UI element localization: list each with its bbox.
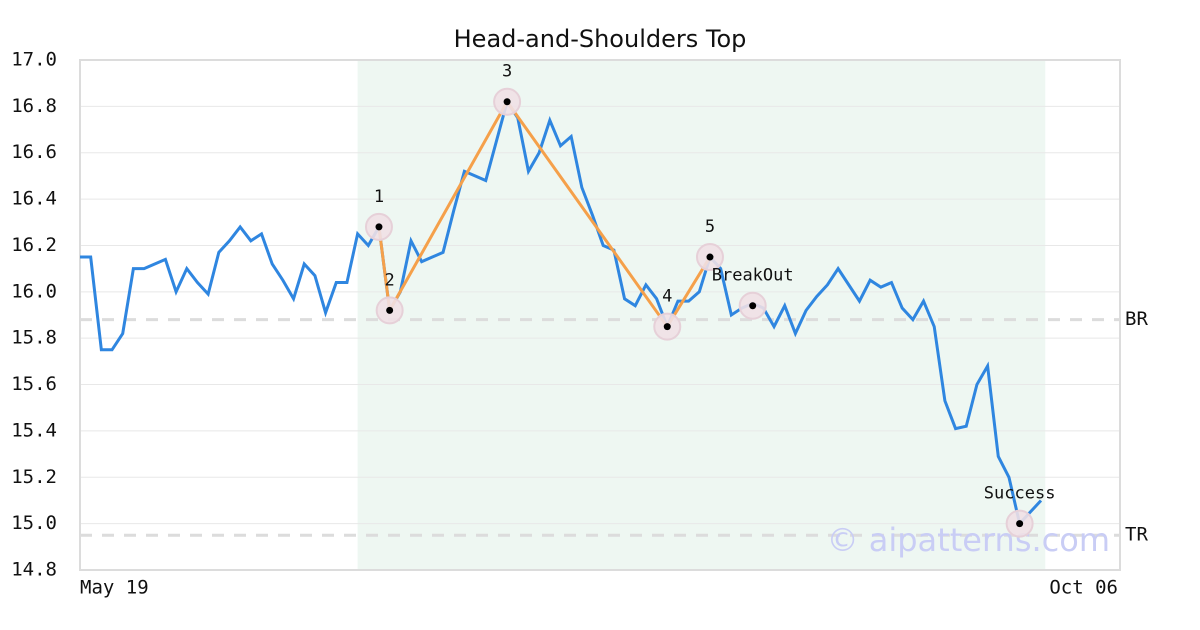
y-tick-label: 15.0 <box>11 512 57 534</box>
point-label: 5 <box>705 217 715 237</box>
point-label: 3 <box>502 62 512 82</box>
y-tick-label: 16.4 <box>11 188 57 210</box>
y-tick-label: 14.8 <box>11 559 57 581</box>
point-dot <box>663 323 671 331</box>
y-tick-label: 16.8 <box>11 95 57 117</box>
y-tick-label: 15.8 <box>11 327 57 349</box>
point-label: 2 <box>385 270 395 290</box>
x-tick-label: May 19 <box>80 577 149 599</box>
plot-frame <box>79 59 1121 571</box>
y-tick-label: 17.0 <box>11 49 57 71</box>
point-dot <box>375 223 383 231</box>
y-tick-label: 16.6 <box>11 141 57 163</box>
y-tick-label: 16.2 <box>11 234 57 256</box>
y-tick-label: 16.0 <box>11 280 57 302</box>
point-label: 4 <box>662 287 672 307</box>
point-dot <box>503 98 511 106</box>
level-label: TR <box>1125 524 1148 546</box>
y-tick-label: 15.4 <box>11 419 57 441</box>
chart-title: Head-and-Shoulders Top <box>454 25 747 53</box>
price-line <box>80 98 1043 527</box>
point-label: Success <box>984 484 1056 504</box>
point-dot <box>1016 520 1024 528</box>
watermark: © aipatterns.com <box>827 521 1110 559</box>
y-tick-label: 15.6 <box>11 373 57 395</box>
level-label: BR <box>1125 308 1148 330</box>
point-dot <box>749 302 757 310</box>
x-tick-label: Oct 06 <box>1049 577 1118 599</box>
point-label: 1 <box>374 187 384 207</box>
point-label: BreakOut <box>712 266 794 286</box>
point-dot <box>386 306 394 314</box>
y-tick-label: 15.2 <box>11 466 57 488</box>
highlight-zone <box>357 60 1046 570</box>
point-dot <box>706 253 714 261</box>
